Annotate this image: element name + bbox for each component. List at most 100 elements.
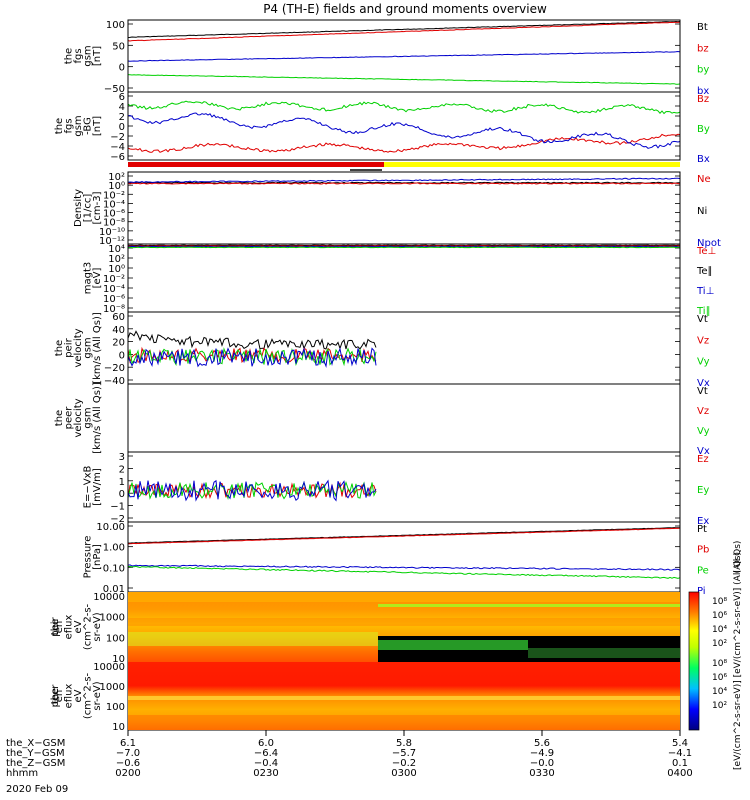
ytick-label: 40 (112, 325, 125, 336)
ytick-label: 0 (119, 350, 125, 361)
xaxis-value: 6.0 (258, 738, 274, 749)
ylabel-line: E=−VxB (83, 466, 94, 509)
ytick-label: 10 (112, 654, 125, 665)
ylabel-line: [cm-3] (92, 191, 103, 224)
legend-fgm-1: By (697, 124, 710, 135)
ytick-label: 1 (119, 477, 125, 488)
xaxis-row-label: the_Y−GSM (6, 748, 65, 759)
legend-peir_vel-3: Vx (697, 378, 710, 389)
trace-By (127, 100, 681, 115)
trace-Bx (127, 112, 681, 149)
legend-peir_vel-0: Vt (697, 314, 708, 325)
legend-fgs-3: bx (697, 86, 709, 97)
trace-Bt (127, 20, 681, 38)
ytick-label: 100 (106, 633, 125, 644)
ylabel-line: (cm^2-s- (83, 603, 94, 650)
ytick-label: 10⁰ (108, 264, 125, 275)
ytick-label: 0 (119, 489, 125, 500)
ytick-label: 3 (119, 452, 125, 463)
colorbar-tick-top: 10² (712, 639, 727, 649)
legend-peer_vel-2: Vy (697, 426, 710, 437)
ylabel-line: [km/s (All Qs)] (92, 312, 103, 384)
ytick-label: 1000 (100, 613, 125, 624)
trace-Ey (127, 480, 377, 500)
ylabel-line: peir (50, 616, 61, 636)
ytick-label: 0 (119, 63, 125, 74)
legend-temp-0: Te⊥ (696, 246, 716, 257)
ytick-label: −40 (104, 376, 125, 387)
ytick-label: 2 (119, 112, 125, 123)
xaxis-value: −5.7 (392, 748, 416, 759)
xaxis-value: 5.6 (534, 738, 550, 749)
ytick-label: 10 (112, 722, 125, 733)
x-axis-annotation: the_X−GSM 6.1 6.0 5.8 5.6 5.4 the_Y−GSM −7.0 −6.… (6, 730, 693, 795)
ytick-label: 0.01 (103, 584, 125, 595)
ylabel-line: eflux (64, 615, 75, 640)
ylabel-line: the (54, 118, 65, 134)
ytick-label: −20 (104, 363, 125, 374)
ytick-label: 10000 (93, 592, 125, 603)
ytick-label: 100 (106, 702, 125, 713)
colorbar-tick-top: 10⁶ (712, 611, 727, 621)
trace-Pb (127, 527, 681, 545)
legend-peer_vel-0: Vt (697, 386, 708, 397)
ytick-label: 10⁻² (103, 274, 125, 285)
ytick-label: 60 (112, 312, 125, 323)
trace-Tiperp (127, 245, 681, 248)
ytick-label: 0 (119, 122, 125, 133)
legend-pressure-0: Pt (697, 524, 707, 535)
ytick-label: 20 (112, 338, 125, 349)
ylabel-line: [nPa] (92, 544, 103, 570)
colorbar-tick-top: 10⁴ (712, 625, 727, 635)
ytick-label: 4 (119, 102, 125, 113)
ylabel-line: the (64, 48, 75, 64)
legend-temp-1: Te∥ (696, 266, 713, 277)
ylabel-line: the (50, 688, 61, 704)
ylabel-line: eV (73, 620, 84, 633)
ylabel-line: velocity (73, 398, 84, 437)
colorbar: 10⁸ 10⁶ 10⁴ 10² 10⁸ 10⁶ 10⁴ 10² [eV/(cm^2-s-sr-… (688, 552, 743, 770)
xaxis-value: 5.8 (396, 738, 412, 749)
ytick-label: 10² (108, 254, 125, 265)
colorbar-gradient (688, 591, 700, 731)
xaxis-value: 0400 (667, 768, 692, 779)
ytick-label: 10⁴ (108, 244, 125, 255)
panel-frame (127, 311, 681, 385)
ylabel-line: the (54, 410, 65, 426)
ylabel-line: [nT] (92, 116, 103, 136)
legend-pressure-3: Pi (697, 586, 706, 597)
legend-peir_vel-1: Vz (697, 335, 709, 346)
ylabel-line: peer (50, 684, 61, 708)
ylabel-line: [km/s (All Qs)] (92, 382, 103, 454)
colorbar-tick-bottom: 10⁶ (712, 673, 727, 683)
xaxis-row-label: the_X−GSM (6, 738, 65, 749)
trace-Pi (127, 564, 681, 571)
xaxis-value: −4.1 (668, 748, 692, 759)
ylabel-line: gsm (83, 407, 94, 428)
legend-peer_vel-1: Vz (697, 406, 709, 417)
ylabel-line: -BG (83, 117, 94, 135)
colorbar-label: [eV/(cm^2-s-sr-eV)] [eV/(cm^2-s-sr-eV)] … (733, 552, 743, 770)
spectrogram-peir (128, 592, 680, 662)
ylabel-line: [1/cc] (83, 194, 94, 223)
xaxis-date: 2020 Feb 09 (6, 784, 68, 795)
legend-fgs-1: bz (697, 43, 709, 54)
xaxis-value: 5.4 (672, 738, 688, 749)
ytick-label: 10⁻⁶ (103, 209, 125, 220)
ylabel-line: magt3 (83, 262, 94, 295)
ytick-label: 10⁻¹² (99, 236, 125, 247)
ylabel-line: gsm (83, 337, 94, 358)
ytick-label: 10² (108, 172, 125, 183)
panel-frame (127, 243, 681, 313)
ylabel-line: eflux (64, 684, 75, 709)
ylabel-line: sr-eV) (92, 612, 103, 641)
colorbar-tick-top: 10⁸ (712, 597, 727, 607)
xaxis-value: −6.4 (254, 748, 278, 759)
ytick-label: 1.00 (103, 543, 125, 554)
ytick-label: −4 (110, 142, 125, 153)
ylabel-line: Pressure (83, 536, 94, 579)
ytick-label: 10.00 (96, 522, 125, 533)
